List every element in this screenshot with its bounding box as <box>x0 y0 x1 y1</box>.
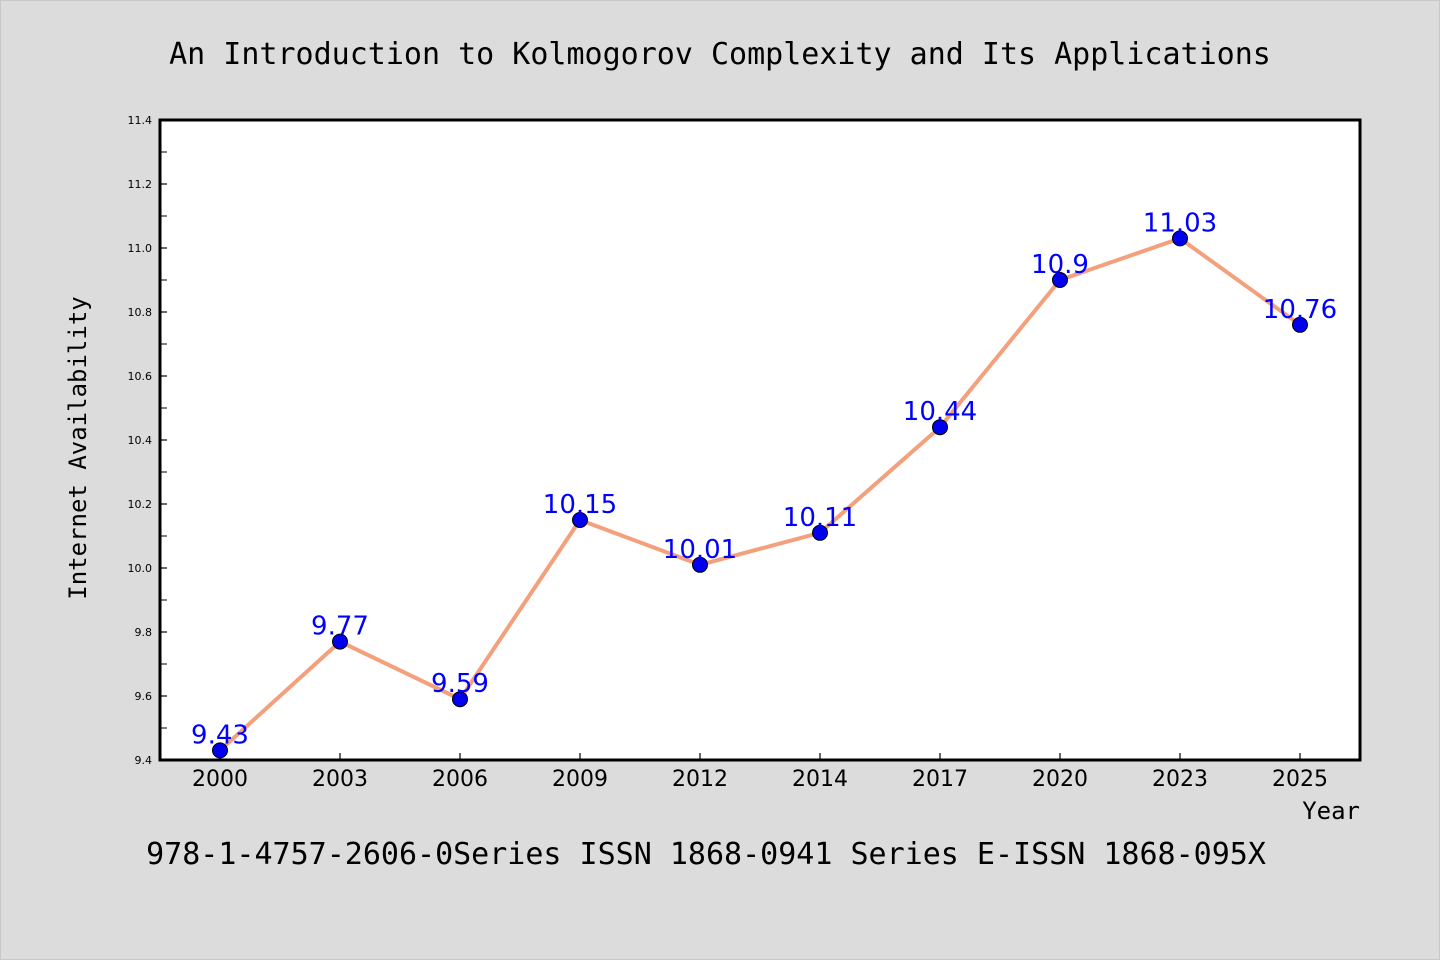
data-label: 9.43 <box>191 720 249 750</box>
x-tick-label: 2003 <box>312 767 368 792</box>
chart-subtitle: 978-1-4757-2606-0Series ISSN 1868-0941 S… <box>146 837 1266 872</box>
y-tick-label: 9.4 <box>135 754 153 767</box>
data-point <box>1292 316 1308 333</box>
data-label: 10.15 <box>543 490 617 520</box>
data-point <box>452 691 468 708</box>
x-tick-label: 2020 <box>1032 767 1088 792</box>
data-point <box>332 633 348 650</box>
data-labels: 9.43 9.77 9.59 10.15 10.01 10.11 10.44 10.9 11.0… <box>191 208 1337 750</box>
data-label: 10.76 <box>1263 295 1337 325</box>
data-point <box>692 556 708 573</box>
data-label: 10.11 <box>783 503 857 533</box>
x-tick-label: 2017 <box>912 767 968 792</box>
x-tick-label: 2023 <box>1152 767 1208 792</box>
x-tick-label: 2000 <box>192 767 248 792</box>
data-point <box>212 742 228 759</box>
y-axis-label: Internet Availability <box>64 296 92 599</box>
y-tick-label: 11.4 <box>128 114 153 127</box>
data-label: 9.77 <box>311 612 369 642</box>
x-tick-label: 2014 <box>792 767 848 792</box>
y-tick-label: 11.0 <box>128 242 153 255</box>
y-tick-label: 10.6 <box>128 370 153 383</box>
x-tick-label: 2009 <box>552 767 608 792</box>
data-point <box>572 512 588 528</box>
chart-title: An Introduction to Kolmogorov Complexity… <box>169 37 1271 72</box>
data-label: 11.03 <box>1143 208 1217 238</box>
x-tick-label: 2025 <box>1272 767 1328 792</box>
y-tick-label: 10.8 <box>128 306 153 319</box>
data-point <box>932 419 948 436</box>
y-tick-label: 10.0 <box>128 562 153 575</box>
data-markers <box>212 230 1308 759</box>
x-axis: 2000 2003 2006 2009 2012 2014 2017 2020 2023 2025 <box>192 753 1328 792</box>
data-label: 10.01 <box>663 535 737 565</box>
y-axis: 9.4 9.6 9.8 10.0 10.2 10.4 10.6 10.8 11.0 11.2 11.… <box>128 114 167 767</box>
y-tick-label: 11.2 <box>128 178 153 191</box>
data-point <box>1172 230 1188 247</box>
x-tick-label: 2012 <box>672 767 728 792</box>
series-line-group <box>218 236 1302 752</box>
data-label: 10.9 <box>1031 250 1089 280</box>
data-label: 10.44 <box>903 397 977 427</box>
data-label: 9.59 <box>431 669 489 699</box>
y-tick-label: 9.8 <box>135 626 153 639</box>
data-point <box>812 524 828 541</box>
y-tick-label: 10.2 <box>128 498 153 511</box>
y-tick-label: 10.4 <box>128 434 153 447</box>
series-line <box>218 236 1302 752</box>
x-tick-label: 2006 <box>432 767 488 792</box>
data-point <box>1052 272 1068 288</box>
y-tick-label: 9.6 <box>135 690 153 703</box>
x-axis-label: Year <box>1302 797 1360 825</box>
